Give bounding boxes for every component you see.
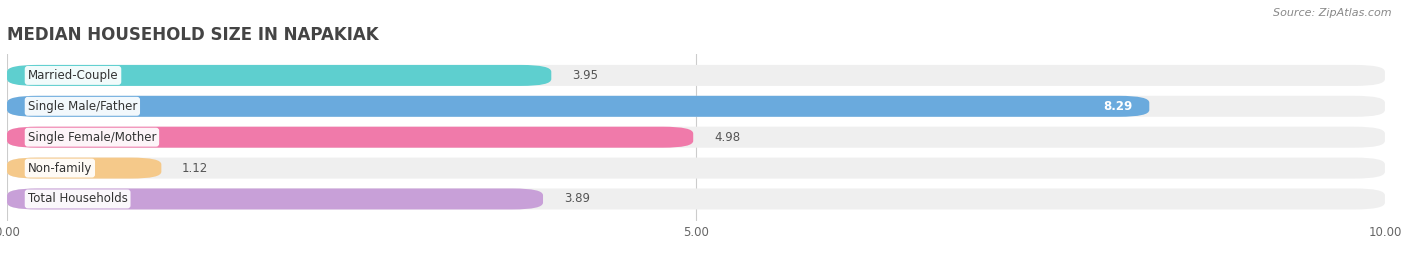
Text: 3.95: 3.95	[572, 69, 598, 82]
Text: Married-Couple: Married-Couple	[28, 69, 118, 82]
Text: Total Households: Total Households	[28, 192, 128, 206]
FancyBboxPatch shape	[7, 127, 693, 148]
FancyBboxPatch shape	[7, 65, 551, 86]
Text: 3.89: 3.89	[564, 192, 589, 206]
Text: MEDIAN HOUSEHOLD SIZE IN NAPAKIAK: MEDIAN HOUSEHOLD SIZE IN NAPAKIAK	[7, 26, 378, 44]
FancyBboxPatch shape	[7, 96, 1385, 117]
FancyBboxPatch shape	[7, 158, 162, 179]
FancyBboxPatch shape	[7, 127, 1385, 148]
Text: Non-family: Non-family	[28, 162, 91, 175]
FancyBboxPatch shape	[7, 65, 1385, 86]
Text: Single Female/Mother: Single Female/Mother	[28, 131, 156, 144]
FancyBboxPatch shape	[7, 158, 1385, 179]
Text: 1.12: 1.12	[181, 162, 208, 175]
Text: Single Male/Father: Single Male/Father	[28, 100, 136, 113]
FancyBboxPatch shape	[7, 96, 1149, 117]
FancyBboxPatch shape	[7, 189, 543, 210]
Text: 4.98: 4.98	[714, 131, 740, 144]
FancyBboxPatch shape	[7, 189, 1385, 210]
Text: 8.29: 8.29	[1104, 100, 1133, 113]
Text: Source: ZipAtlas.com: Source: ZipAtlas.com	[1274, 8, 1392, 18]
